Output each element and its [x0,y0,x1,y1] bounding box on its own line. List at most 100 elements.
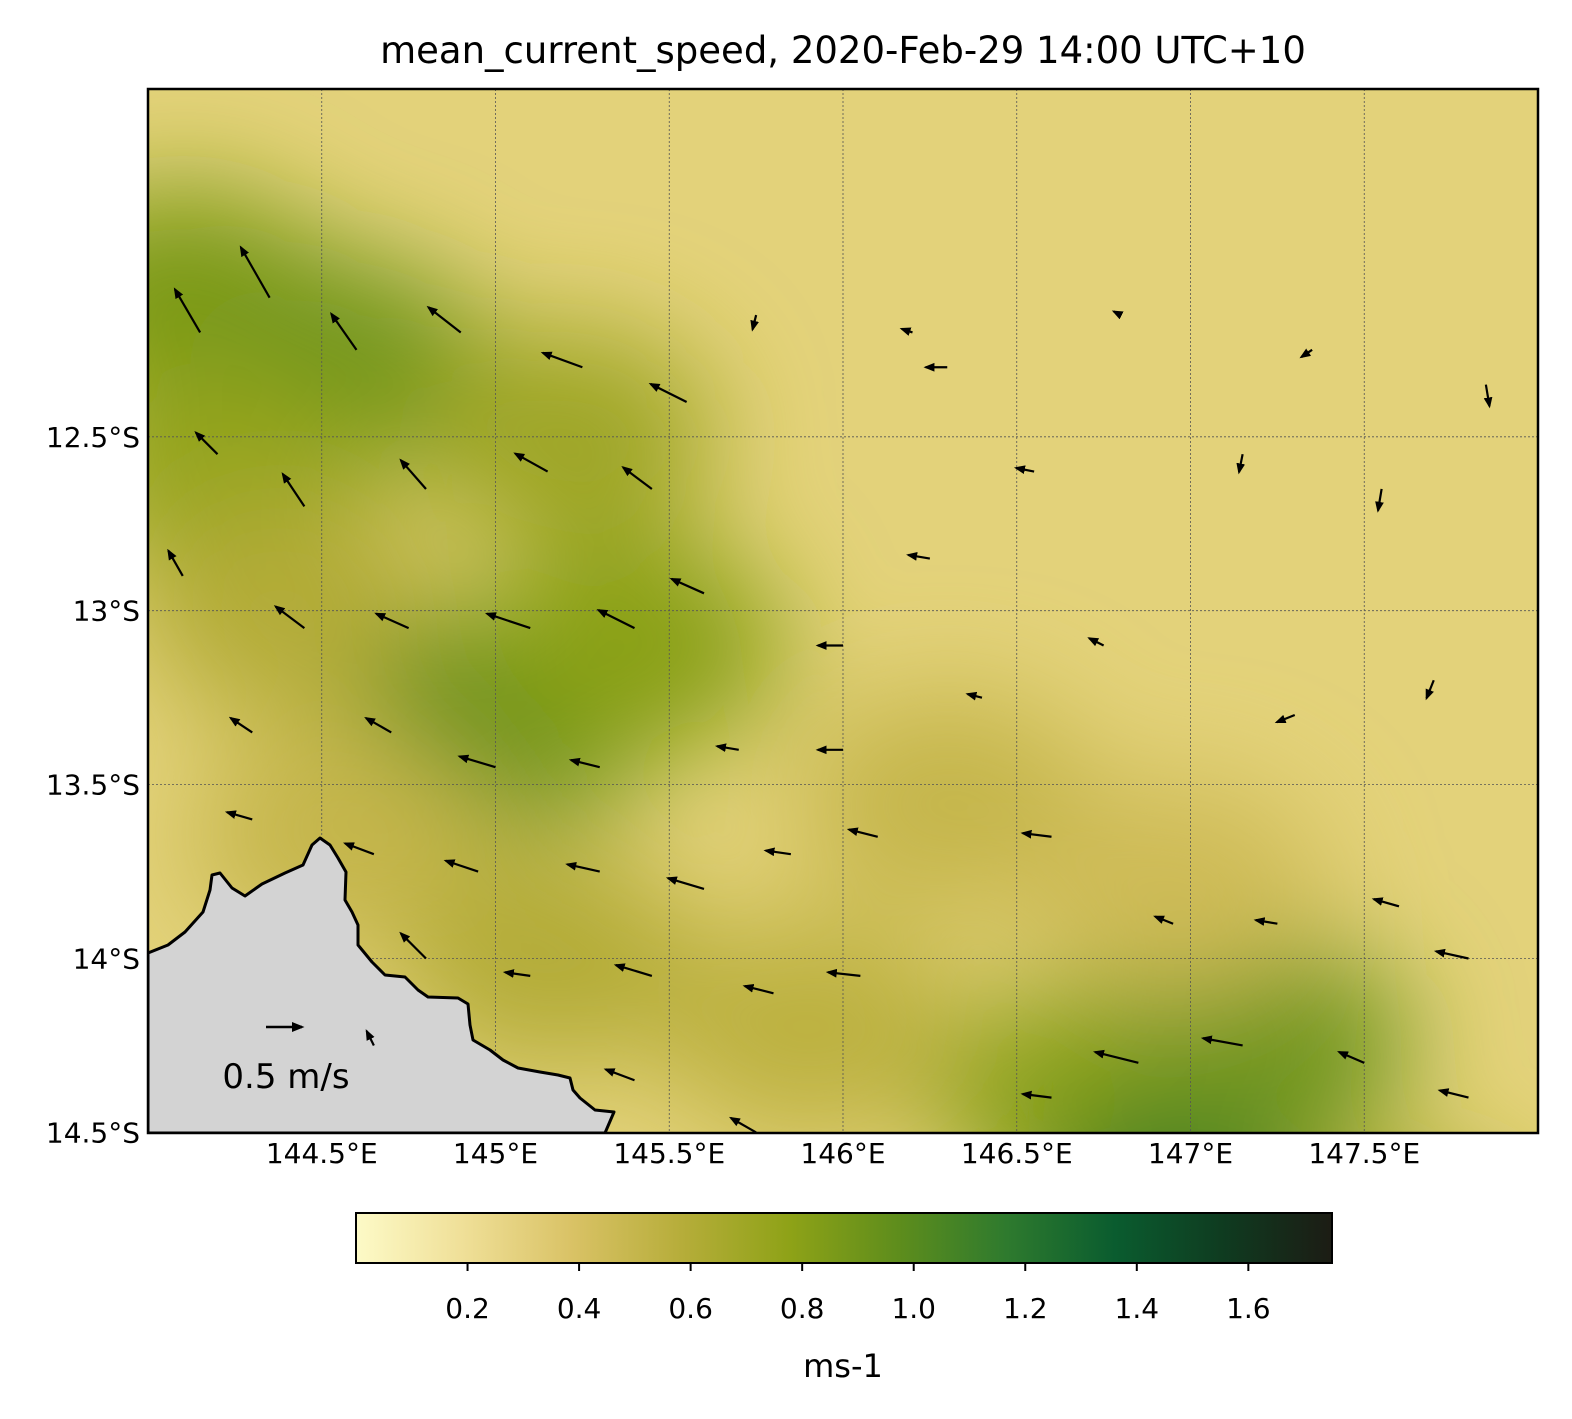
current-arrow [502,969,531,978]
latitude-ticks: 12.5°S 13°S 13.5°S 14°S 14.5°S [46,421,140,1150]
current-arrow [1200,1035,1243,1047]
current-arrow [906,552,931,561]
current-arrow [374,612,410,630]
colorbar-tick-label: 0.4 [557,1292,602,1325]
colorbar-tick-label: 1.4 [1115,1292,1160,1325]
current-arrow [1153,915,1174,925]
current-vectors [167,245,1493,1244]
current-arrow [565,861,600,873]
colorbar-label: ms-1 [803,1347,883,1385]
current-arrow [714,743,739,753]
land-cape-york [148,836,616,1133]
current-arrow [224,810,253,821]
current-arrow [1236,453,1246,475]
current-arrow [239,245,271,299]
current-arrow [1437,1088,1469,1099]
current-arrow [1375,488,1384,513]
current-arrow [399,931,427,960]
current-arrow [1337,1051,1365,1064]
longitude-ticks: 144.5°E 145°E 145.5°E 146°E 146.5°E 147°E 147.… [266,1137,1420,1170]
current-arrow [365,1029,375,1046]
speed-blob [397,848,698,1069]
current-arrow [330,312,358,351]
current-arrow [343,842,375,856]
speed-field [148,187,1549,1382]
current-arrow [943,1170,965,1184]
colorbar-gradient [355,1212,1333,1264]
current-arrow [540,351,583,369]
longitude-tick-label: 146.5°E [961,1137,1073,1170]
current-arrow [1111,310,1124,320]
latitude-tick-label: 14.5°S [46,1116,140,1149]
current-arrow [426,305,462,334]
speed-blob [1249,1162,1549,1382]
current-arrow [173,287,202,334]
current-arrow [364,716,392,734]
current-arrow [167,548,184,577]
current-arrow [763,847,792,857]
current-arrow [568,757,601,769]
current-arrow [281,472,306,507]
longitude-tick-label: 145.5°E [613,1137,725,1170]
map-frame [146,87,1540,1135]
current-arrow [825,968,861,978]
longitude-tick-label: 144.5°E [266,1137,378,1170]
current-arrow [1087,637,1105,647]
map-title: mean_current_speed, 2020-Feb-29 14:00 UT… [380,29,1306,72]
colorbar-tick-label: 0.6 [668,1292,713,1325]
current-arrow [484,612,531,630]
latitude-tick-label: 12.5°S [46,421,140,454]
speed-blob [658,918,959,1133]
colorbar: 0.2 0.4 0.6 0.8 1.0 1.2 1.4 1.6 ms-1 [355,1212,1333,1385]
current-arrow [742,983,774,995]
colorbar-tick-label: 0.8 [780,1292,825,1325]
current-arrow [791,1135,795,1149]
current-arrow [1425,679,1435,701]
current-arrow [613,963,653,977]
current-arrow [1274,714,1296,724]
current-arrow [1013,465,1035,475]
current-arrow [965,691,983,701]
current-arrow [443,859,479,873]
quiver-key-label: 0.5 m/s [222,1057,349,1097]
current-arrow [513,452,549,473]
current-arrow [846,827,879,838]
map-area [148,89,1549,1382]
current-arrow [669,577,705,595]
quiver-key: 0.5 m/s [222,1022,350,1097]
colorbar-tick-label: 1.6 [1226,1292,1271,1325]
current-arrow [1093,1049,1139,1064]
current-arrow [729,1116,757,1133]
current-arrow [603,1068,635,1082]
latitude-tick-label: 13.5°S [46,769,140,802]
current-arrow [1020,829,1052,839]
latitude-tick-label: 14°S [73,943,140,976]
current-arrow [665,876,705,890]
current-arrow [228,716,253,734]
current-arrow [899,327,913,336]
current-arrow [273,605,306,629]
current-arrow [596,609,635,630]
current-arrow [1299,348,1313,359]
longitude-tick-label: 147°E [1148,1137,1233,1170]
speed-blob [797,691,1098,912]
current-arrow [1433,948,1469,960]
current-arrow [399,458,427,490]
colorbar-ticks: 0.2 0.4 0.6 0.8 1.0 1.2 1.4 1.6 [445,1263,1271,1325]
current-arrow [648,383,688,404]
colorbar-tick-label: 1.2 [1003,1292,1048,1325]
current-arrow [1020,1090,1052,1100]
current-arrow [1371,897,1400,908]
current-arrow [750,314,759,332]
speed-blob [484,535,785,756]
current-arrow [457,754,496,769]
current-arrow [1483,384,1493,409]
current-arrow [1450,1237,1486,1244]
current-arrow [1253,917,1278,926]
longitude-tick-label: 145°E [453,1137,538,1170]
latitude-tick-label: 13°S [73,595,140,628]
current-arrow [1332,1230,1364,1237]
current-arrow [194,431,219,455]
colorbar-tick-label: 1.0 [891,1292,936,1325]
